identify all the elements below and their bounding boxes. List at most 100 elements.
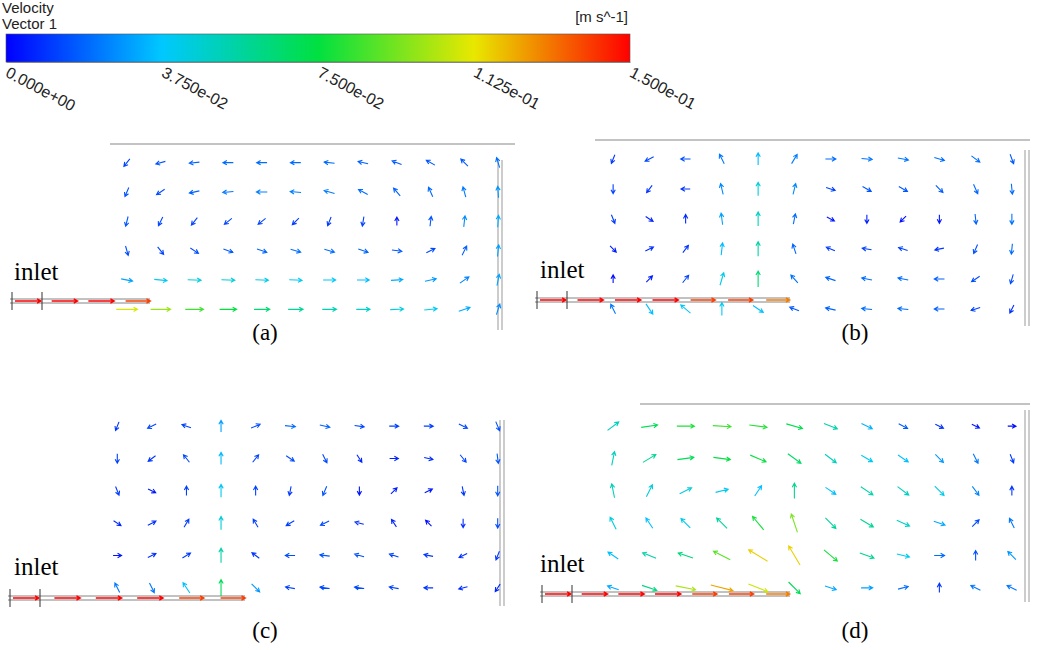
velocity-vector — [863, 187, 872, 192]
velocity-vector — [462, 246, 467, 255]
velocity-vector — [971, 307, 980, 311]
velocity-vector — [219, 420, 223, 432]
panel: inlet(c) — [8, 420, 504, 643]
velocity-vector — [683, 245, 689, 252]
velocity-vector — [611, 215, 615, 224]
velocity-vector — [899, 247, 908, 251]
inlet-vector — [88, 299, 114, 303]
velocity-vector — [224, 218, 231, 224]
velocity-vector — [713, 551, 730, 560]
velocity-vector — [935, 247, 944, 251]
velocity-vector — [753, 306, 763, 313]
colorbar-tick: 0.000e+00 — [3, 62, 78, 114]
velocity-vector — [645, 247, 653, 251]
velocity-vector — [361, 217, 365, 226]
velocity-vector — [184, 519, 189, 527]
velocity-vector — [113, 553, 121, 557]
velocity-vector — [495, 584, 500, 591]
velocity-vector — [827, 217, 835, 221]
colorbar-tick-label: 1.500e-01 — [627, 64, 699, 113]
velocity-vector — [719, 154, 724, 164]
velocity-vector — [391, 278, 403, 282]
panel-label: (b) — [842, 320, 869, 345]
velocity-vector — [496, 486, 500, 496]
velocity-vector — [611, 155, 615, 164]
velocity-vector — [1008, 551, 1016, 559]
velocity-vector — [719, 184, 723, 195]
inlet-vector — [221, 596, 246, 600]
inlet-label: inlet — [14, 258, 58, 285]
velocity-vector — [116, 307, 137, 311]
inlet-vector — [54, 596, 80, 600]
velocity-vector — [125, 216, 129, 226]
velocity-vector — [974, 184, 979, 193]
velocity-vector — [826, 277, 836, 281]
velocity-vector — [972, 424, 980, 428]
baffle — [1025, 410, 1026, 602]
velocity-vector — [357, 455, 362, 462]
velocity-vector — [389, 424, 398, 428]
velocity-vector — [756, 242, 760, 257]
inlet-jet — [15, 299, 150, 303]
pipe-wall — [8, 600, 245, 601]
velocity-vector — [608, 422, 619, 430]
velocity-vector — [934, 157, 944, 161]
velocity-vector — [861, 487, 873, 495]
velocity-vector — [358, 160, 368, 164]
velocity-vector — [646, 276, 652, 282]
velocity-vector — [219, 548, 223, 563]
panel-label: (a) — [252, 320, 278, 345]
velocity-vector — [1010, 154, 1014, 163]
inlet-vector — [13, 596, 39, 600]
velocity-vector — [357, 487, 361, 495]
colorbar-tick-label: 1.125e-01 — [471, 64, 543, 113]
velocity-vector — [426, 248, 435, 252]
velocity-vector — [1008, 424, 1016, 428]
velocity-vector — [749, 550, 768, 561]
colorbar-axis-line — [7, 62, 631, 63]
tank-top — [595, 139, 1030, 140]
velocity-vector — [391, 488, 397, 494]
velocity-vector — [646, 304, 653, 314]
velocity-vector — [428, 187, 433, 196]
velocity-vector — [125, 246, 129, 255]
velocity-vector — [898, 455, 908, 462]
velocity-vector — [320, 553, 330, 557]
velocity-vector — [973, 551, 977, 561]
baffle — [1029, 410, 1030, 602]
velocity-vector — [223, 249, 232, 253]
velocity-vector — [323, 454, 327, 463]
velocity-vector — [825, 454, 836, 462]
velocity-vector — [720, 243, 724, 255]
velocity-vector — [862, 307, 872, 311]
velocity-vector — [825, 157, 835, 161]
figure: VelocityVector 1[m s^-1]0.000e+003.750e-… — [0, 0, 1038, 650]
velocity-vector — [860, 519, 873, 527]
velocity-vector — [391, 519, 396, 526]
velocity-vector — [148, 489, 156, 493]
velocity-vector — [676, 586, 696, 591]
velocity-vector — [897, 554, 910, 558]
velocity-vector — [257, 161, 267, 165]
velocity-vector — [148, 424, 157, 428]
colorbar: VelocityVector 1[m s^-1]0.000e+003.750e-… — [2, 0, 699, 114]
inlet-vector — [540, 298, 566, 302]
velocity-vector — [327, 217, 331, 226]
velocity-vector — [459, 307, 470, 312]
velocity-vector — [756, 271, 760, 287]
velocity-vector — [322, 307, 336, 311]
velocity-vector — [865, 215, 869, 224]
panel: inlet (a) — [10, 144, 515, 345]
velocity-vector — [223, 161, 233, 165]
velocity-vector — [355, 521, 364, 525]
inlet-label: inlet — [14, 553, 58, 580]
velocity-vector — [151, 307, 171, 311]
velocity-vector — [826, 187, 835, 191]
velocity-vector — [424, 586, 433, 590]
velocity-vector — [288, 486, 292, 495]
velocity-vector — [1007, 585, 1017, 590]
velocity-vector — [755, 486, 762, 496]
velocity-vector — [392, 249, 402, 253]
velocity-vector — [792, 154, 798, 163]
velocity-vector — [220, 307, 237, 311]
